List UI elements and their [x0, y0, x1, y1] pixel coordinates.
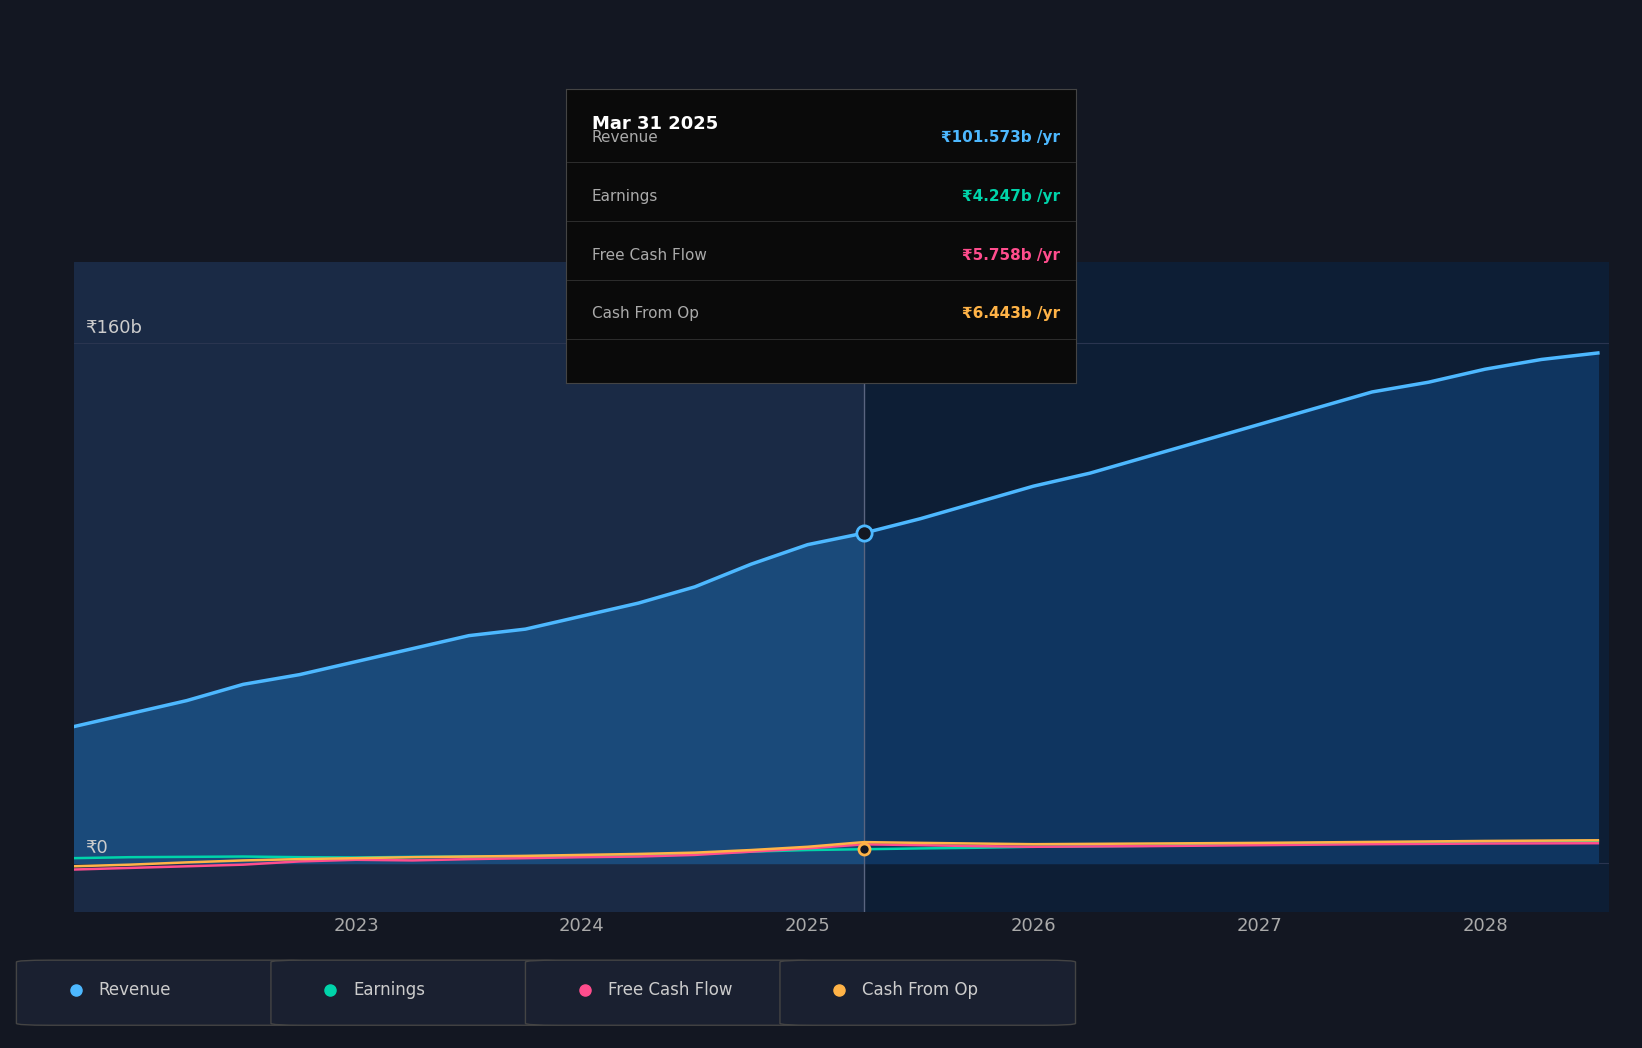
- Text: ₹0: ₹0: [85, 838, 108, 856]
- FancyBboxPatch shape: [525, 960, 821, 1025]
- Text: Past: Past: [816, 298, 851, 316]
- Bar: [74, 262, 864, 912]
- Text: Cash From Op: Cash From Op: [862, 981, 979, 1000]
- Text: ₹6.443b /yr: ₹6.443b /yr: [962, 306, 1061, 322]
- FancyBboxPatch shape: [780, 960, 1076, 1025]
- FancyBboxPatch shape: [16, 960, 312, 1025]
- Text: ₹4.247b /yr: ₹4.247b /yr: [962, 189, 1061, 204]
- Text: ₹101.573b /yr: ₹101.573b /yr: [941, 130, 1061, 146]
- Text: Analysts Forecasts: Analysts Forecasts: [878, 298, 1033, 316]
- Text: Free Cash Flow: Free Cash Flow: [608, 981, 732, 1000]
- Text: ₹5.758b /yr: ₹5.758b /yr: [962, 247, 1061, 263]
- Text: Free Cash Flow: Free Cash Flow: [591, 247, 706, 263]
- Text: Earnings: Earnings: [353, 981, 425, 1000]
- Text: Cash From Op: Cash From Op: [591, 306, 699, 322]
- Text: ₹160b: ₹160b: [85, 319, 143, 336]
- Bar: [864, 262, 1609, 912]
- Text: Revenue: Revenue: [591, 130, 658, 146]
- Text: Earnings: Earnings: [591, 189, 658, 204]
- Text: Revenue: Revenue: [99, 981, 171, 1000]
- Text: Mar 31 2025: Mar 31 2025: [591, 115, 718, 133]
- FancyBboxPatch shape: [271, 960, 566, 1025]
